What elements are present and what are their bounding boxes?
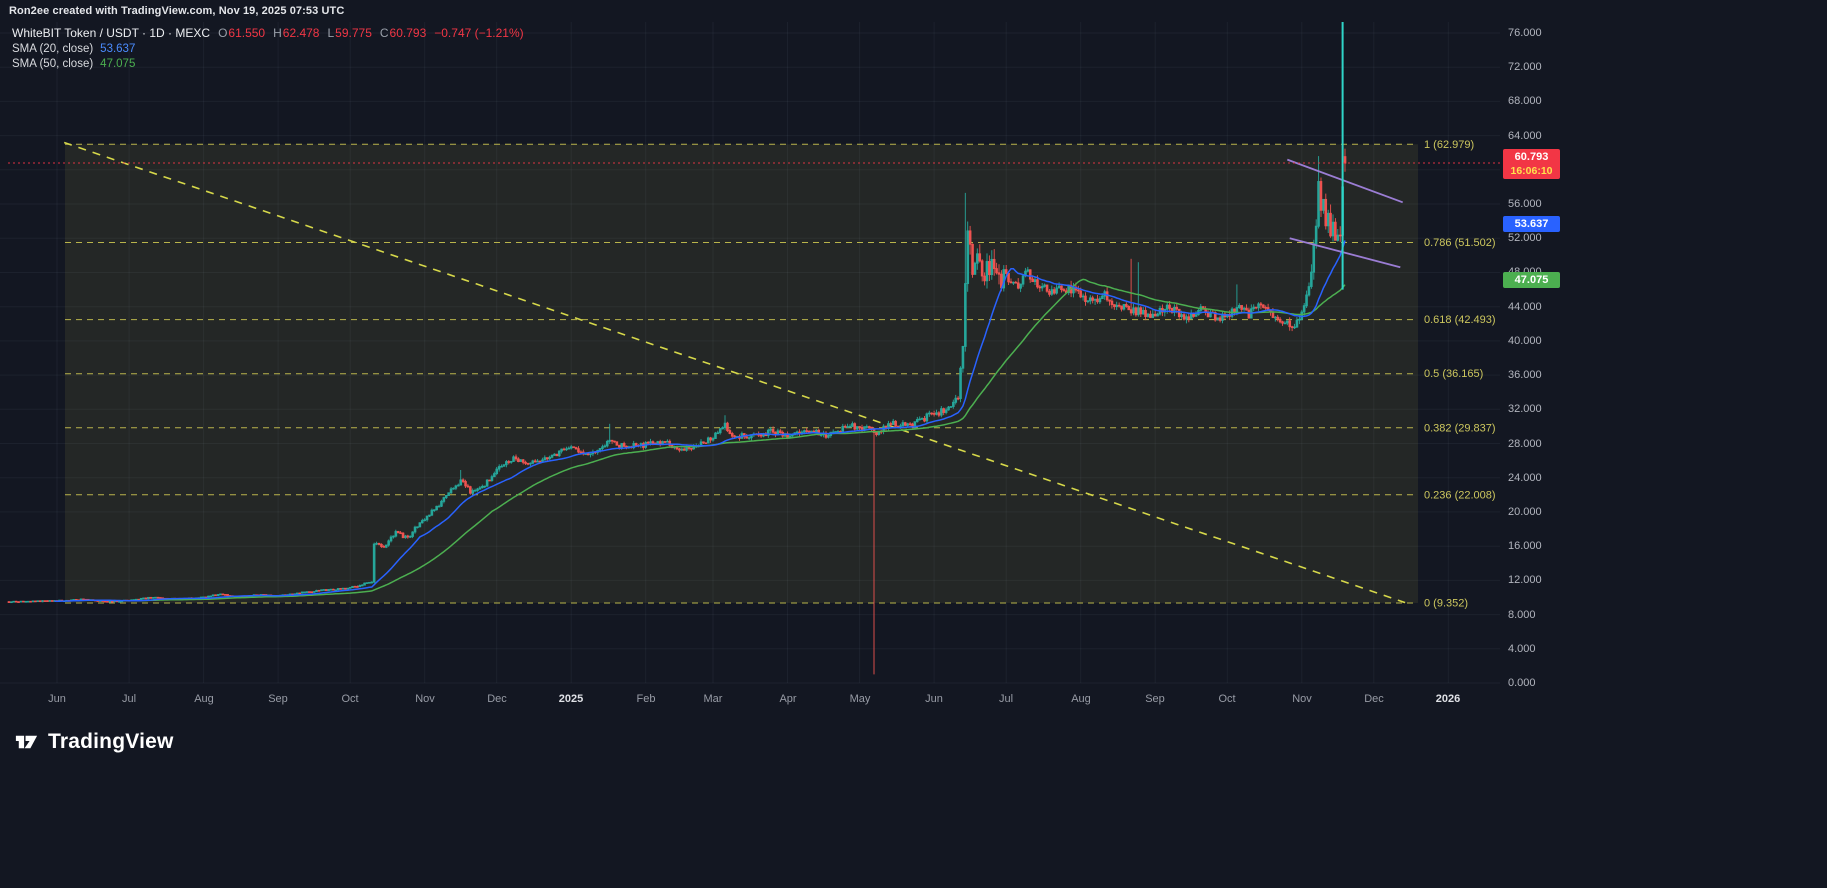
indicator-row-sma20[interactable]: SMA (20, close) 53.637 [12,43,524,55]
candles-down [7,148,1347,675]
time-axis-label: Aug [1071,693,1091,705]
time-axis-label: Nov [415,693,435,705]
open-label: O [218,26,228,40]
price-badge-value: 60.793 [1514,151,1549,163]
channel-line-1[interactable] [1286,158,1404,204]
sma50-badge: 47.075 [1503,272,1560,288]
snapshot-header-text: Ron2ee created with TradingView.com, Nov… [9,5,345,17]
time-axis-label: May [849,693,871,705]
fib-labels: 1 (62.979) 0.786 (51.502) 0.618 (42.493) 0.… [1424,139,1496,610]
tradingview-logo[interactable]: TradingView [13,728,174,755]
close-value: 60.793 [389,26,427,40]
price-axis-label: 20.000 [1508,506,1542,518]
grid [0,22,1500,684]
price-axis-label: 72.000 [1508,61,1542,73]
time-axis[interactable]: Jun Jul Aug Sep Oct Nov Dec 2025 Feb Mar Apr May Jun… [0,688,1827,714]
time-axis-label: Sep [1145,693,1165,705]
sma50-value: 47.075 [100,58,136,70]
sma50-line[interactable] [126,278,1346,602]
sma20-value: 53.637 [100,43,136,55]
time-axis-label: Jul [998,693,1014,705]
price-axis-label: 64.000 [1508,130,1542,142]
svg-text:0.618 (42.493): 0.618 (42.493) [1424,314,1496,326]
svg-text:0.382 (29.837): 0.382 (29.837) [1424,422,1496,434]
high-label: H [273,26,282,40]
svg-text:1 (62.979): 1 (62.979) [1424,139,1474,151]
price-axis-label: 4.000 [1508,643,1536,655]
close-label: C [379,26,389,40]
sma20-line[interactable] [54,240,1346,603]
candle-countdown: 16:06:10 [1510,165,1553,177]
time-axis-label: Oct [341,693,359,705]
price-chart-svg[interactable]: 1 (62.979) 0.786 (51.502) 0.618 (42.493) 0.… [0,22,1500,688]
indicator-row-sma50[interactable]: SMA (50, close) 47.075 [12,58,524,70]
high-value: 62.478 [282,26,320,40]
chart-area[interactable]: 1 (62.979) 0.786 (51.502) 0.618 (42.493) 0.… [0,22,1827,689]
price-axis-label: 16.000 [1508,540,1542,552]
svg-text:0.236 (22.008): 0.236 (22.008) [1424,489,1496,501]
time-axis-label: 2026 [1435,693,1461,705]
time-axis-label: 2025 [558,693,584,705]
price-badge: 60.793 16:06:10 [1503,149,1560,179]
symbol-row: WhiteBIT Token / USDT · 1D · MEXC O 61.55… [12,26,524,40]
price-change: −0.747 (−1.21%) [434,26,524,40]
sma50-label: SMA (50, close) [12,58,94,70]
svg-text:0 (9.352): 0 (9.352) [1424,598,1468,610]
time-axis-label: Dec [1364,693,1384,705]
time-axis-label: Aug [194,693,214,705]
price-axis-label: 36.000 [1508,369,1542,381]
svg-text:0.5 (36.165): 0.5 (36.165) [1424,368,1483,380]
channel-line-2[interactable] [1289,237,1401,269]
trendline[interactable] [63,141,1406,604]
legend: WhiteBIT Token / USDT · 1D · MEXC O 61.55… [12,26,524,73]
time-axis-label: Apr [779,693,797,705]
sma20-label: SMA (20, close) [12,43,94,55]
low-label: L [327,26,335,40]
symbol-title[interactable]: WhiteBIT Token / USDT · 1D · MEXC [12,26,211,40]
price-axis-label: 0.000 [1508,677,1536,689]
price-axis-label: 56.000 [1508,198,1542,210]
price-axis-label: 28.000 [1508,438,1542,450]
price-axis-label: 44.000 [1508,301,1542,313]
time-axis-label: Oct [1218,693,1236,705]
price-axis-label: 24.000 [1508,472,1542,484]
price-axis-label: 52.000 [1508,232,1542,244]
svg-text:0.786 (51.502): 0.786 (51.502) [1424,237,1496,249]
footer: TradingView [0,714,1827,888]
price-axis-label: 12.000 [1508,574,1542,586]
sma20-badge: 53.637 [1503,216,1560,232]
tradingview-logo-icon [15,735,38,749]
time-axis-label: Nov [1292,693,1312,705]
price-axis-label: 40.000 [1508,335,1542,347]
snapshot-header: Ron2ee created with TradingView.com, Nov… [0,0,1827,22]
price-axis-label: 32.000 [1508,403,1542,415]
tradingview-brand: TradingView [48,729,174,753]
time-axis-label: Jul [121,693,137,705]
time-axis-label: Jun [48,693,66,705]
price-axis-label: 76.000 [1508,27,1542,39]
low-value: 59.775 [335,26,372,40]
time-axis-label: Dec [487,693,507,705]
time-axis-label: Sep [268,693,288,705]
time-axis-label: Jun [925,693,943,705]
price-axis-label: 68.000 [1508,95,1542,107]
time-axis-label: Mar [703,693,723,705]
fib-lines[interactable] [65,143,1418,604]
price-axis[interactable]: 76.00072.00068.00064.00056.00052.00048.0… [1500,22,1827,689]
time-axis-label: Feb [636,693,656,705]
price-axis-label: 8.000 [1508,609,1536,621]
open-value: 61.550 [228,26,266,40]
